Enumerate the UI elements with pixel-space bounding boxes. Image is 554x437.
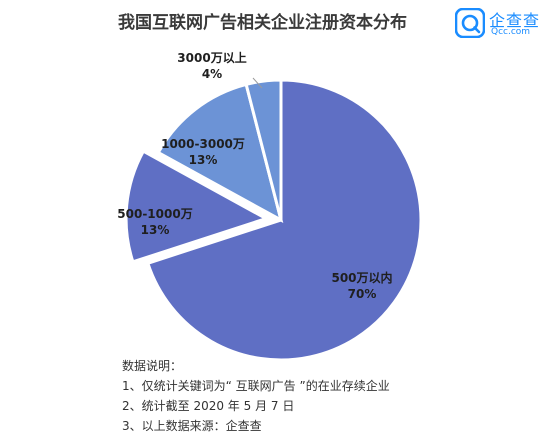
- slice-label: 1000-3000万: [161, 137, 245, 151]
- slice-label: 500万以内: [331, 270, 392, 285]
- chart-title: 我国互联网广告相关企业注册资本分布: [118, 13, 407, 33]
- logo-text: 企查查: [489, 11, 541, 30]
- qcc-logo: 企查查 Qcc.com: [455, 6, 551, 42]
- slice-label: 500-1000万: [117, 207, 192, 221]
- slice-label: 3000万以上: [177, 50, 246, 65]
- notes-item: 1、仅统计关键词为“ 互联网广告 ”的在业存续企业: [122, 379, 390, 393]
- data-notes: 数据说明： 1、仅统计关键词为“ 互联网广告 ”的在业存续企业 2、统计截至 2…: [122, 356, 390, 436]
- notes-heading: 数据说明：: [122, 359, 183, 373]
- logo-subtext: Qcc.com: [491, 27, 531, 37]
- slice-percent-label: 70%: [348, 287, 377, 301]
- slice-percent-label: 13%: [141, 223, 170, 237]
- notes-item: 3、以上数据来源：企查查: [122, 419, 262, 433]
- leader-line: [252, 77, 263, 89]
- pie-slice: [145, 78, 423, 362]
- slice-percent-label: 4%: [202, 67, 222, 81]
- pie-slice: [124, 149, 270, 264]
- pie-slice: [244, 78, 283, 221]
- notes-item: 2、统计截至 2020 年 5 月 7 日: [122, 399, 295, 413]
- slice-percent-label: 13%: [189, 153, 218, 167]
- qcc-logo-icon: [455, 8, 485, 38]
- pie-slice: [156, 82, 284, 223]
